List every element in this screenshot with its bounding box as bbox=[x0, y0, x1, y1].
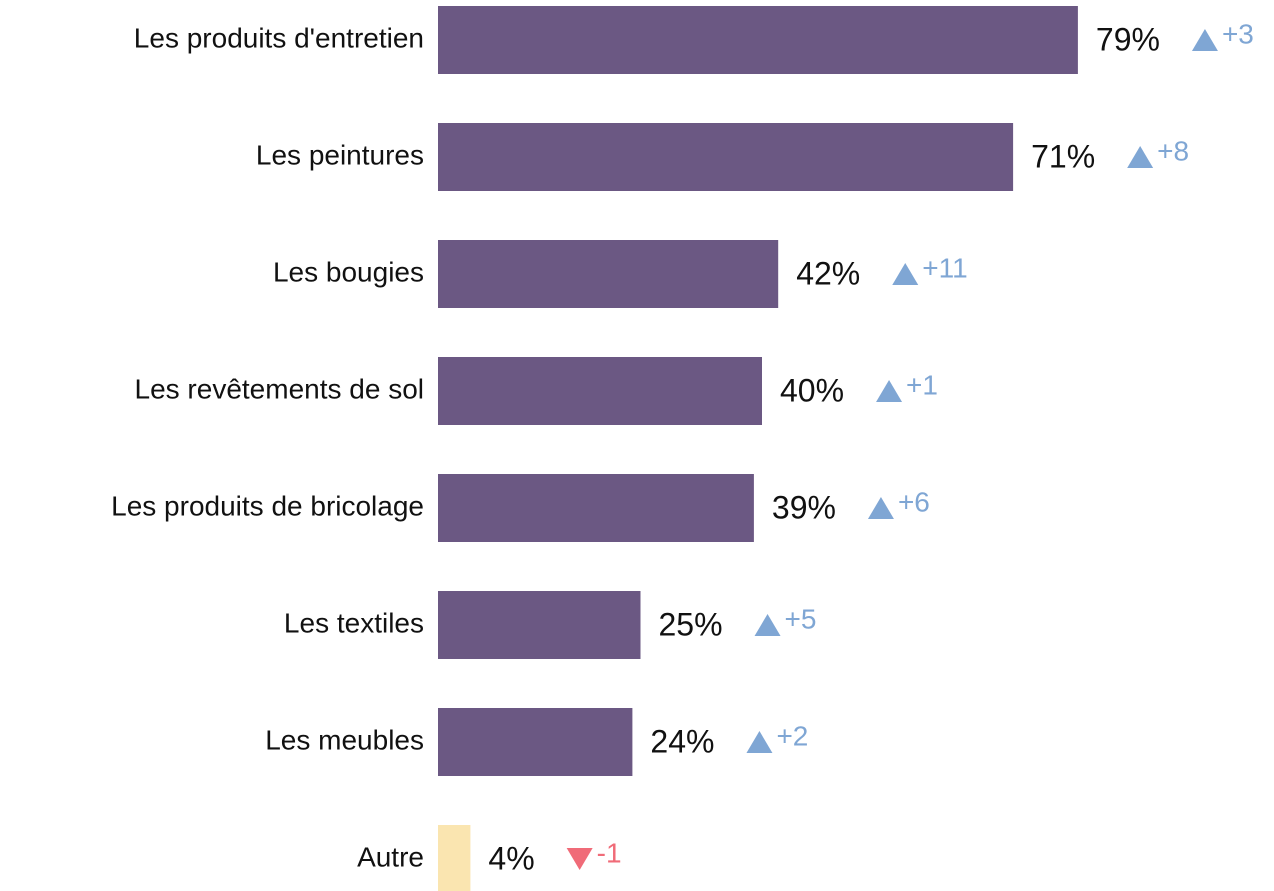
value-label: 79% bbox=[1096, 21, 1160, 57]
bar bbox=[438, 240, 779, 308]
category-label: Les textiles bbox=[284, 607, 424, 638]
change-label: +5 bbox=[785, 603, 817, 634]
category-label: Les peintures bbox=[256, 139, 424, 170]
change-label: +3 bbox=[1222, 18, 1254, 49]
change-up-arrow bbox=[1191, 29, 1218, 51]
value-label: 25% bbox=[659, 606, 723, 642]
change-up-arrow bbox=[892, 263, 919, 285]
change-up-arrow bbox=[754, 614, 781, 636]
bar bbox=[438, 591, 641, 659]
bar bbox=[438, 474, 754, 542]
value-label: 4% bbox=[488, 840, 534, 876]
change-label: -1 bbox=[597, 837, 622, 868]
change-up-arrow bbox=[867, 497, 894, 519]
category-label: Les revêtements de sol bbox=[135, 373, 425, 404]
category-label: Les bougies bbox=[273, 256, 424, 287]
change-up-arrow bbox=[746, 731, 773, 753]
change-up-arrow bbox=[876, 380, 903, 402]
bar bbox=[438, 825, 471, 891]
change-label: +1 bbox=[906, 369, 938, 400]
bar bbox=[438, 708, 633, 776]
category-label: Les produits d'entretien bbox=[134, 22, 424, 53]
category-label: Autre bbox=[357, 841, 424, 872]
value-label: 71% bbox=[1031, 138, 1095, 174]
value-label: 39% bbox=[772, 489, 836, 525]
change-label: +8 bbox=[1157, 135, 1189, 166]
value-label: 40% bbox=[780, 372, 844, 408]
change-label: +11 bbox=[922, 252, 967, 283]
change-down-arrow bbox=[566, 848, 593, 870]
value-label: 24% bbox=[650, 723, 714, 759]
bar bbox=[438, 6, 1078, 74]
change-up-arrow bbox=[1127, 146, 1154, 168]
change-label: +2 bbox=[776, 720, 808, 751]
change-label: +6 bbox=[898, 486, 930, 517]
category-label: Les meubles bbox=[265, 724, 424, 755]
bar bbox=[438, 123, 1014, 191]
value-label: 42% bbox=[796, 255, 860, 291]
category-label: Les produits de bricolage bbox=[111, 490, 424, 521]
bar bbox=[438, 357, 762, 425]
